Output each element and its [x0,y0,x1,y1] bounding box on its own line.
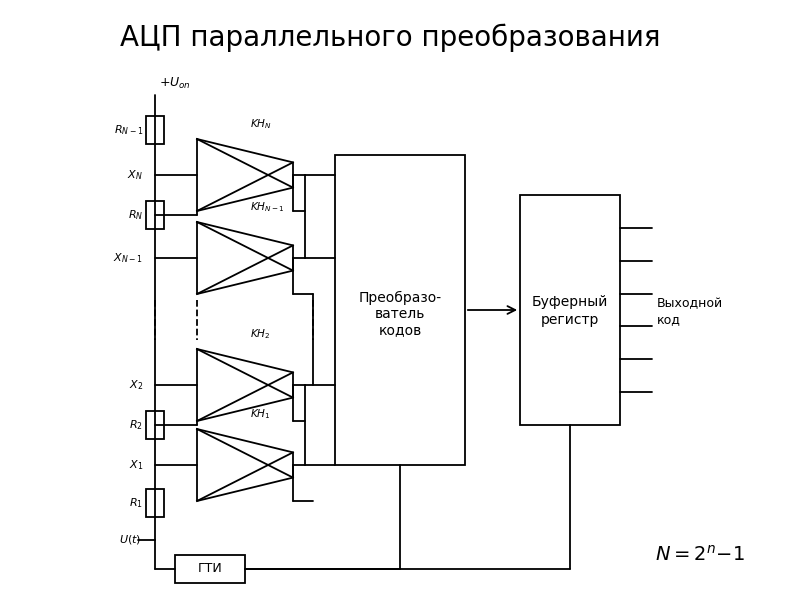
Text: $R_N$: $R_N$ [128,208,143,222]
Bar [146,411,164,439]
Text: $U(t)$: $U(t)$ [118,533,141,547]
Text: $KH_N$: $KH_N$ [250,117,272,131]
Text: $X_1$: $X_1$ [129,458,143,472]
Bar [146,116,164,144]
Text: $KH_{N-1}$: $KH_{N-1}$ [250,200,285,214]
Text: Преобразо-: Преобразо- [358,291,442,305]
Bar [335,155,465,465]
Bar [520,195,620,425]
Text: код: код [657,313,681,326]
Bar [175,555,245,583]
Text: кодов: кодов [378,323,422,337]
Text: ГТИ: ГТИ [198,563,222,575]
Text: Буферный: Буферный [532,295,608,309]
Text: $KH_1$: $KH_1$ [250,407,270,421]
Text: $X_{N-1}$: $X_{N-1}$ [114,251,143,265]
Text: ватель: ватель [375,307,425,321]
Text: $X_2$: $X_2$ [129,378,143,392]
Text: $KH_2$: $KH_2$ [250,327,270,341]
Text: регистр: регистр [541,313,599,327]
Text: $R_2$: $R_2$ [129,418,143,432]
Bar [146,489,164,517]
Bar [146,201,164,229]
Text: АЦП параллельного преобразования: АЦП параллельного преобразования [120,24,660,52]
Text: $+U_{on}$: $+U_{on}$ [159,76,191,91]
Text: $X_N$: $X_N$ [127,168,143,182]
Text: $R_{N-1}$: $R_{N-1}$ [114,123,143,137]
Text: Выходной: Выходной [657,298,723,311]
Text: $N = 2^n\!-\!1$: $N = 2^n\!-\!1$ [654,545,746,565]
Text: $R_1$: $R_1$ [129,496,143,510]
